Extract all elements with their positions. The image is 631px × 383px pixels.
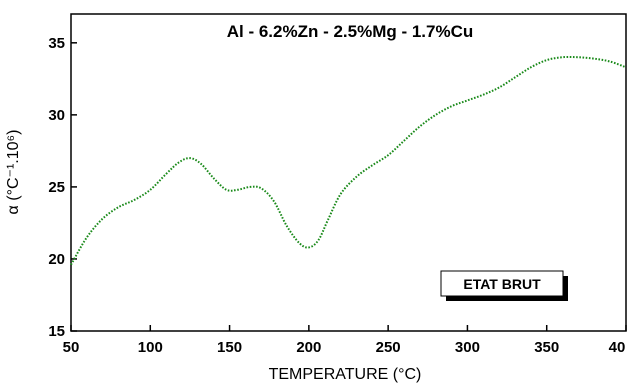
x-tick-label: 250: [376, 339, 401, 356]
x-tick-label: 350: [534, 339, 559, 356]
y-axis-title: α (°C⁻¹.10⁶): [5, 130, 22, 215]
y-tick-label: 15: [48, 323, 65, 340]
x-tick-label: 200: [296, 339, 321, 356]
x-tick-label: 50: [63, 339, 80, 356]
annotation-label: ETAT BRUT: [463, 276, 541, 292]
series-layer: [70, 55, 627, 266]
annotation-box: ETAT BRUT: [440, 270, 568, 301]
x-tick-label: 300: [455, 339, 480, 356]
plot-area-frame: [70, 13, 627, 332]
y-tick-label: 35: [48, 35, 65, 52]
y-tick-label: 30: [48, 107, 65, 124]
annotation-frame: [440, 270, 564, 297]
x-axis-title: TEMPERATURE (°C): [269, 366, 422, 383]
x-tick-label: 100: [138, 339, 163, 356]
chart-title: Al - 6.2%Zn - 2.5%Mg - 1.7%Cu: [227, 22, 474, 41]
y-tick-label: 25: [48, 179, 65, 196]
y-axis-ticks: 15 20 25 30 35: [48, 35, 77, 340]
series-line: [70, 55, 627, 266]
x-tick-label: 150: [217, 339, 242, 356]
x-tick-label: 40: [609, 339, 626, 356]
y-tick-label: 20: [48, 251, 65, 268]
x-axis-ticks: 50 100 150 200 250 300 350 40: [63, 325, 627, 356]
